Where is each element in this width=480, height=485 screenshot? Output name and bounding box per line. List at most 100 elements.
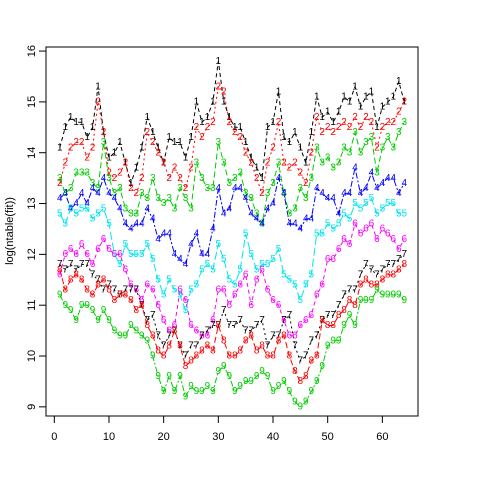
data-point: 3 (84, 168, 90, 179)
data-point: 9 (188, 381, 194, 392)
data-point: 4 (325, 193, 331, 204)
data-point: 1 (292, 127, 298, 138)
data-point: 1 (276, 86, 282, 97)
data-point: 9 (237, 381, 243, 392)
data-point: 2 (259, 188, 265, 199)
data-point: 6 (90, 259, 96, 270)
data-point: 7 (363, 259, 369, 270)
data-point: 6 (177, 285, 183, 296)
data-point: 3 (166, 193, 172, 204)
data-point: 1 (237, 122, 243, 133)
data-point: 7 (287, 310, 293, 321)
data-point: 8 (243, 335, 249, 346)
y-axis-label: log(ntable(fit)) (4, 197, 16, 265)
data-point: 9 (210, 386, 216, 397)
data-point: 2 (391, 117, 397, 128)
data-point: 7 (123, 285, 129, 296)
data-point: 5 (298, 295, 304, 306)
data-point: 2 (248, 158, 254, 169)
data-point: 1 (183, 152, 189, 163)
data-point: 7 (161, 341, 167, 352)
data-point: 1 (150, 127, 156, 138)
data-point: 2 (188, 163, 194, 174)
data-point: 1 (101, 127, 107, 138)
data-point: 3 (123, 203, 129, 214)
data-point: 4 (210, 224, 216, 235)
data-point: 2 (358, 122, 364, 133)
data-point: 3 (150, 173, 156, 184)
data-point: 8 (254, 346, 260, 357)
data-point: 4 (270, 198, 276, 209)
data-point: 6 (265, 285, 271, 296)
x-tick-label: 0 (51, 431, 57, 443)
data-point: 1 (205, 112, 211, 123)
data-point: 5 (319, 229, 325, 240)
data-point: 1 (221, 97, 227, 108)
data-point: 6 (155, 300, 161, 311)
data-point: 2 (199, 132, 205, 143)
data-point: 5 (265, 259, 271, 270)
data-point: 3 (287, 208, 293, 219)
data-point: 9 (216, 366, 222, 377)
data-point: 9 (117, 330, 123, 341)
data-point: 9 (150, 351, 156, 362)
data-point: 3 (205, 183, 211, 194)
data-point: 5 (199, 264, 205, 275)
data-point: 9 (298, 401, 304, 412)
data-point: 4 (79, 188, 85, 199)
data-point: 9 (347, 310, 353, 321)
data-point: 1 (62, 122, 68, 133)
data-point: 5 (259, 259, 265, 270)
data-point: 6 (161, 315, 167, 326)
data-point: 1 (57, 142, 63, 153)
data-point: 2 (232, 127, 238, 138)
data-point: 1 (95, 81, 101, 92)
data-point: 7 (341, 290, 347, 301)
data-point: 6 (369, 219, 375, 230)
data-point: 1 (79, 117, 85, 128)
data-point: 2 (401, 97, 407, 108)
data-point: 6 (385, 229, 391, 240)
data-point: 4 (237, 183, 243, 194)
data-point: 7 (303, 351, 309, 362)
data-point: 3 (243, 188, 249, 199)
data-point: 9 (265, 371, 271, 382)
data-point: 9 (226, 371, 232, 382)
data-point: 9 (128, 320, 134, 331)
data-point: 9 (106, 315, 112, 326)
data-point: 3 (161, 198, 167, 209)
data-point: 5 (161, 290, 167, 301)
data-point: 8 (281, 330, 287, 341)
data-point: 5 (128, 249, 134, 260)
x-tick-label: 30 (212, 431, 224, 443)
data-point: 3 (73, 168, 79, 179)
data-point: 7 (276, 330, 282, 341)
data-point: 2 (172, 163, 178, 174)
data-point: 3 (117, 183, 123, 194)
data-point: 3 (276, 158, 282, 169)
data-point: 8 (112, 295, 118, 306)
data-point: 6 (84, 249, 90, 260)
data-point: 8 (396, 264, 402, 275)
data-point: 1 (270, 117, 276, 128)
data-point: 4 (221, 208, 227, 219)
data-point: 8 (205, 341, 211, 352)
data-point: 6 (95, 244, 101, 255)
data-point: 4 (243, 193, 249, 204)
data-point: 1 (347, 97, 353, 108)
data-point: 9 (161, 386, 167, 397)
data-point: 5 (210, 264, 216, 275)
data-point: 8 (385, 269, 391, 280)
data-point: 7 (139, 300, 145, 311)
data-point: 1 (369, 86, 375, 97)
x-tick-label: 20 (158, 431, 170, 443)
data-point: 5 (330, 224, 336, 235)
data-point: 8 (352, 300, 358, 311)
data-point: 5 (106, 219, 112, 230)
x-tick-label: 40 (267, 431, 279, 443)
data-point: 4 (205, 249, 211, 260)
data-point: 6 (248, 300, 254, 311)
data-point: 1 (265, 122, 271, 133)
data-point: 8 (341, 305, 347, 316)
